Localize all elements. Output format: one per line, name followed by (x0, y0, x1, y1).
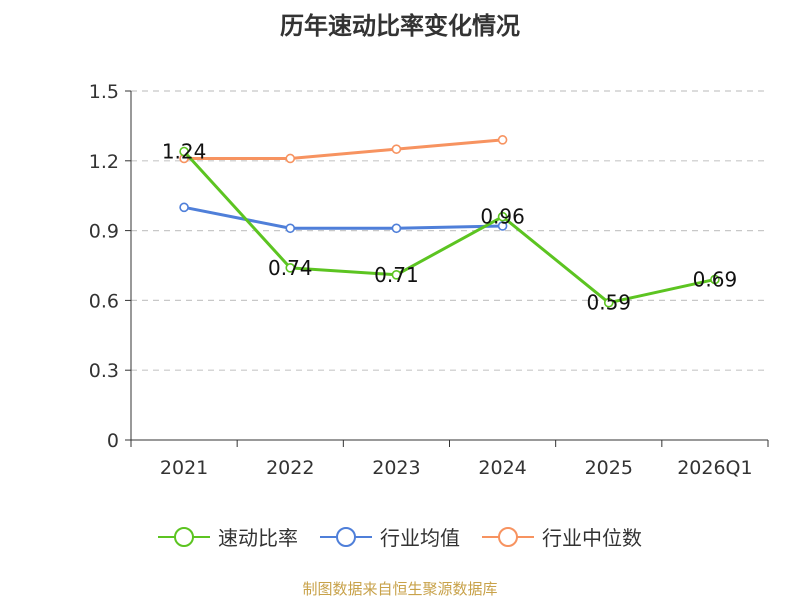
y-tick-label: 1.5 (89, 81, 119, 103)
y-tick-label: 0.3 (89, 360, 119, 382)
series-lines (179, 135, 720, 308)
legend-label-industry-mean: 行业均值 (380, 526, 460, 550)
legend-label-quick-ratio: 速动比率 (218, 526, 298, 550)
data-point-0 (391, 270, 402, 280)
data-point-0 (710, 274, 720, 285)
x-tick-label: 2022 (266, 457, 314, 479)
y-tick-label: 0.6 (89, 290, 119, 312)
legend-swatch-industry-mean (320, 526, 372, 547)
data-point-1 (497, 221, 508, 231)
data-labels: 1.24 0.74 0.71 0.96 0.59 0.69 (162, 139, 737, 314)
chart-title: 历年速动比率变化情况 (280, 12, 520, 40)
data-label: 0.71 (374, 263, 419, 287)
series-line-1 (183, 205, 503, 230)
data-label: 0.74 (268, 256, 313, 280)
grid-lines (131, 90, 768, 371)
legend-swatch-industry-median (482, 526, 534, 547)
series-line-0 (182, 150, 716, 305)
data-point-0 (497, 211, 508, 222)
data-point-2 (391, 144, 402, 154)
data-point-1 (179, 202, 189, 213)
data-label: 0.96 (480, 205, 525, 229)
data-point-2 (285, 153, 296, 164)
legend-item-quick-ratio[interactable]: 速动比率 (158, 522, 298, 551)
x-tick-label: 2023 (372, 457, 420, 479)
data-point-2 (497, 135, 508, 145)
x-tick-label: 2024 (478, 457, 526, 479)
source-note: 制图数据来自恒生聚源数据库 (302, 580, 498, 598)
data-point-1 (391, 223, 402, 234)
legend-swatch-quick-ratio (158, 526, 210, 547)
x-tick-label: 2025 (585, 457, 633, 479)
data-label: 0.69 (693, 267, 738, 291)
axes: 0 0.3 0.6 0.9 1.2 1.5 2021 2022 2023 2024 2025 2026… (89, 81, 769, 479)
legend-item-industry-median[interactable]: 行业中位数 (482, 522, 642, 551)
data-point-0 (603, 297, 614, 308)
x-tick-label: 2021 (160, 457, 208, 479)
x-tick-label: 2026Q1 (677, 457, 752, 479)
y-tick-label: 0.9 (89, 221, 119, 243)
legend-item-industry-mean[interactable]: 行业均值 (320, 522, 460, 551)
data-label: 0.59 (586, 291, 631, 315)
series-line-2 (184, 138, 503, 160)
data-label: 1.24 (162, 139, 207, 163)
legend: 速动比率 行业均值 行业中位数 (0, 522, 800, 551)
data-point-0 (285, 263, 296, 273)
data-point-1 (285, 223, 296, 234)
y-tick-label: 1.2 (89, 151, 119, 173)
legend-label-industry-median: 行业中位数 (542, 526, 642, 550)
data-point-0 (179, 146, 189, 157)
y-tick-label: 0 (107, 430, 119, 452)
